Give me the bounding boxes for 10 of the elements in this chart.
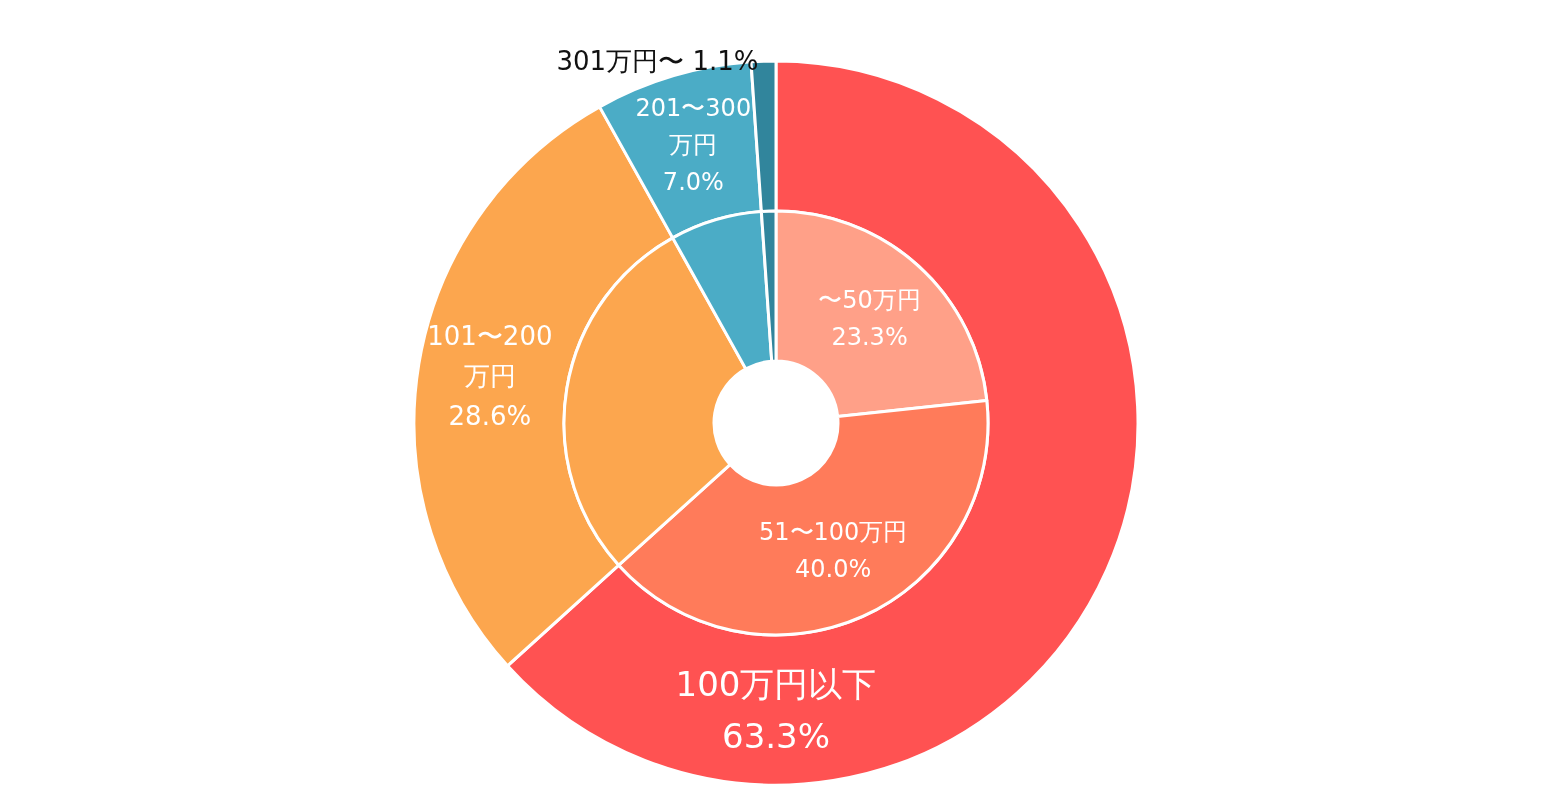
data-label: 7.0% bbox=[662, 168, 724, 197]
slice-label: 51〜100万円 bbox=[759, 518, 908, 547]
slice-label: 〜50万円 bbox=[818, 286, 921, 315]
slice-label: 100万円以下 bbox=[675, 664, 877, 704]
data-label: 28.6% bbox=[448, 401, 532, 432]
data-label: 63.3% bbox=[721, 716, 831, 756]
data-label: 23.3% bbox=[831, 323, 908, 352]
data-label: 40.0% bbox=[795, 555, 872, 584]
slice-label: 201〜300万円 bbox=[635, 93, 752, 160]
slice-label: 101〜200万円 bbox=[427, 320, 553, 391]
